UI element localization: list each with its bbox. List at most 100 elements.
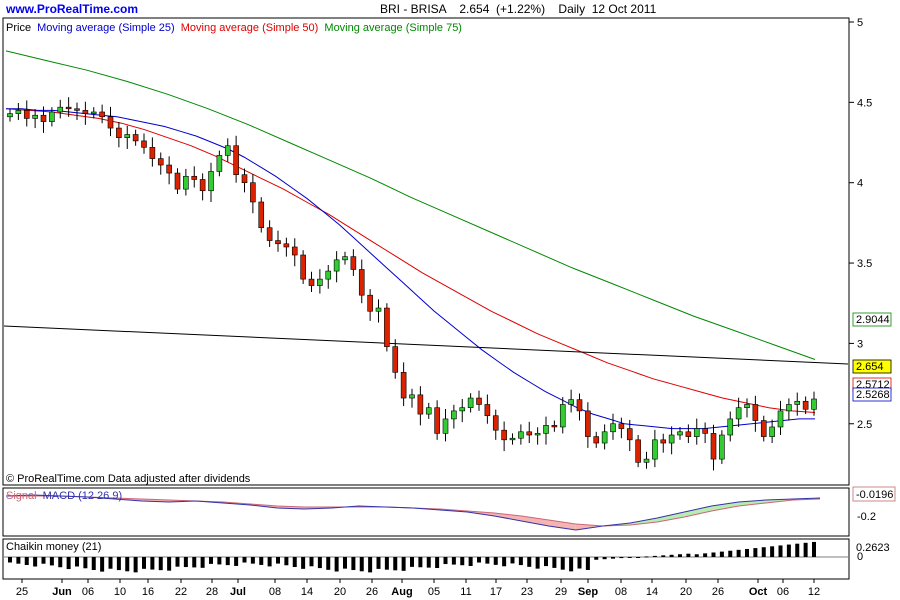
chaikin-bar	[410, 557, 414, 567]
macd-label: MACD (12 26 9)	[43, 490, 122, 502]
candle-body-down	[400, 372, 407, 399]
candle	[434, 400, 440, 440]
candle	[375, 299, 382, 323]
candle-body-down	[132, 134, 139, 142]
price-panel	[2, 17, 850, 486]
candle	[233, 135, 239, 183]
chaikin-bar	[393, 557, 398, 571]
chaikin-bar	[267, 557, 272, 567]
macd-fill	[684, 506, 712, 517]
candle-body-up	[409, 394, 415, 399]
x-tick-label: 22	[175, 586, 187, 598]
chaikin-bar	[343, 557, 347, 569]
candle	[40, 106, 47, 133]
chaikin-bar	[527, 557, 532, 567]
candle	[367, 289, 373, 321]
candle-body-up	[744, 404, 750, 408]
chaikin-tick: 0	[857, 551, 863, 563]
candle	[132, 129, 139, 146]
trend-line[interactable]	[3, 325, 849, 365]
candle	[660, 433, 667, 453]
candle-body-up	[786, 404, 792, 412]
candle-body-down	[107, 116, 114, 129]
chaikin-bar	[611, 557, 615, 559]
chaikin-bar	[694, 554, 699, 557]
chaikin-bars	[4, 541, 848, 573]
candle-body-down	[585, 410, 591, 437]
candle	[74, 102, 80, 121]
candle-body-down	[250, 182, 256, 203]
chaikin-bar	[359, 557, 364, 572]
candle-body-down	[760, 420, 767, 437]
candle-body-up	[769, 426, 775, 437]
candle	[685, 424, 692, 444]
candle-body-down	[99, 111, 105, 118]
candle-body-down	[384, 307, 390, 347]
chaikin-bar	[569, 557, 574, 572]
x-tick-label: Jul	[230, 586, 246, 598]
candle	[568, 389, 574, 413]
candle	[744, 398, 750, 418]
candle	[191, 166, 198, 188]
legend-ma50: Moving average (Simple 50)	[181, 22, 319, 34]
candle	[585, 402, 591, 448]
chaikin-bar	[326, 557, 331, 570]
candle	[392, 339, 399, 379]
candle-body-down	[484, 404, 491, 417]
chaikin-bar	[678, 554, 682, 557]
candle	[693, 418, 700, 445]
candle-body-down	[199, 179, 206, 192]
candle-body-up	[425, 407, 432, 415]
candle	[727, 411, 734, 442]
last-label-ma25: 2.5268	[856, 389, 890, 401]
candle-body-down	[660, 439, 667, 444]
x-tick-label: 11	[460, 586, 471, 598]
chaikin-bar	[116, 557, 121, 571]
candle-body-up	[509, 437, 516, 441]
candle-body-up	[794, 400, 801, 405]
candle-body-down	[392, 346, 399, 373]
candle	[342, 251, 348, 265]
candle-body-up	[601, 431, 608, 444]
candle	[275, 230, 281, 252]
macd-value-box	[852, 486, 896, 502]
candle	[124, 125, 131, 149]
symbol-title: BRI - BRISA 2.654 (+1.22%) Daily 12 Oct …	[380, 2, 657, 16]
x-tick-label: 23	[521, 586, 533, 598]
candle	[425, 402, 432, 419]
candle	[208, 162, 214, 202]
candle-body-down	[157, 158, 164, 166]
candle-body-up	[643, 458, 650, 463]
last-label-price: 2.654	[856, 361, 884, 373]
chaikin-title: Chaikin money (21)	[6, 541, 101, 553]
chaikin-bar	[317, 557, 322, 569]
candle-body-up	[568, 399, 574, 405]
chaikin-bar	[401, 557, 406, 571]
candle-body-up	[735, 407, 742, 420]
chaikin-bar	[544, 557, 548, 567]
candle-body-up	[610, 423, 616, 433]
ma75-line	[5, 50, 816, 360]
candle	[576, 393, 583, 421]
price-tick-label: 4.5	[857, 97, 872, 109]
candle	[350, 249, 357, 276]
chaikin-bar	[259, 557, 264, 565]
candle	[752, 395, 759, 432]
candle	[442, 408, 449, 442]
chaikin-bar	[301, 557, 306, 569]
candle	[174, 168, 181, 194]
candle-body-up	[811, 398, 817, 410]
macd-fill	[711, 502, 739, 511]
candle-body-down	[618, 423, 625, 429]
candle-body-down	[752, 404, 759, 421]
site-link[interactable]: www.ProRealTime.com	[6, 2, 139, 16]
candle-body-down	[576, 399, 583, 412]
candle	[534, 427, 541, 445]
candle	[769, 419, 775, 444]
chaikin-bar	[460, 557, 465, 566]
chaikin-bar	[627, 557, 632, 558]
candle	[719, 430, 725, 464]
candle-body-down	[551, 425, 558, 428]
candle-body-up	[7, 113, 13, 118]
